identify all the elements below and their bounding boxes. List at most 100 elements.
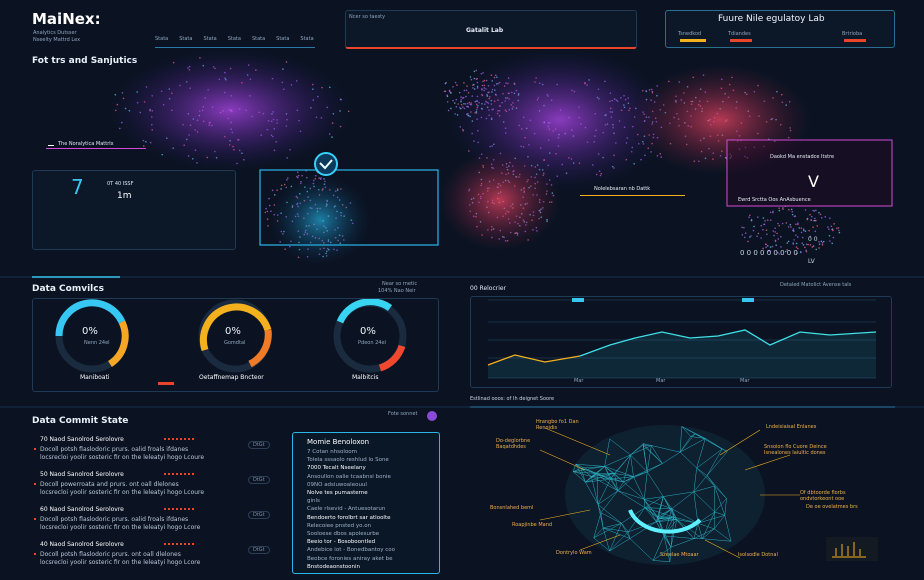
mesh-line	[604, 466, 624, 483]
mesh-line	[593, 537, 610, 552]
inset-title: Daokd Ma enstadce Itstre	[770, 154, 835, 160]
map-dot	[788, 208, 790, 211]
map-dot	[809, 235, 812, 238]
mesh-line	[679, 436, 691, 453]
map-dot	[775, 244, 777, 246]
mesh-line	[706, 448, 723, 476]
map-dot	[796, 247, 799, 250]
tab[interactable]: Stata	[251, 36, 266, 42]
map-dot	[838, 231, 841, 234]
mesh-line	[670, 538, 695, 548]
map-dot	[752, 229, 755, 232]
mesh-line	[646, 445, 652, 472]
map-dot	[795, 234, 797, 236]
mesh-line	[575, 464, 586, 483]
stat-unit: 1m	[117, 191, 132, 201]
details-line: Toleia sssaolo reshlud lo Sone	[307, 457, 389, 464]
item-tag[interactable]: DtGt	[248, 546, 270, 554]
map-dot	[450, 92, 452, 94]
mesh-line	[663, 491, 694, 497]
map-dot	[765, 246, 767, 248]
mesh-line	[643, 443, 652, 446]
mesh-line	[663, 496, 678, 520]
map-dot	[792, 242, 794, 244]
mesh-line	[580, 468, 586, 483]
map-dot	[264, 211, 267, 214]
map-dot	[778, 207, 780, 209]
map-dot	[793, 215, 796, 218]
mesh-line	[714, 498, 727, 513]
map-dot	[832, 229, 834, 232]
details-title: Momie Benoloxon	[307, 438, 370, 446]
score-label: Lndeisiaisal Enlanes	[766, 424, 817, 430]
mesh-line	[705, 438, 723, 450]
mesh-line	[652, 535, 665, 561]
details-line: Beobce foronies aniray aket be	[307, 555, 393, 562]
legend-line	[46, 148, 146, 149]
mesh-line	[693, 523, 699, 539]
map-dot	[778, 209, 781, 212]
map-dot	[741, 226, 743, 229]
mesh-line	[644, 507, 657, 522]
map-dot	[807, 243, 809, 246]
item-text: Docoll potsh flaslodoric prurs. ont oall…	[40, 551, 181, 558]
map-dot	[767, 249, 770, 252]
map-dot	[804, 230, 807, 232]
mesh-line	[600, 512, 604, 529]
mesh-line	[604, 466, 619, 491]
map-dot	[448, 89, 451, 92]
metrics-note: Near so rnetic	[382, 281, 418, 287]
tab[interactable]: Stata	[155, 36, 169, 42]
mesh-line	[628, 521, 657, 533]
mesh-line	[603, 527, 629, 533]
mesh-line	[596, 473, 619, 492]
map-dot	[789, 223, 792, 226]
map-dot	[802, 228, 805, 230]
item-title: 40 Naod Sanolrod Serolovre	[40, 541, 124, 548]
app-subtitle: Analytics Dutsser	[33, 30, 77, 36]
mesh-line	[651, 445, 663, 464]
details-line: Andebice iot - Bonedbantoy coo	[307, 547, 395, 554]
mesh-line	[651, 445, 681, 453]
item-dots	[164, 543, 194, 545]
callout-line	[580, 195, 685, 196]
trend-month: Mar	[656, 378, 666, 384]
mesh-line	[629, 521, 657, 539]
mesh-line	[671, 508, 699, 524]
mesh-line	[663, 535, 694, 539]
map-dot	[283, 183, 286, 186]
map-dot	[830, 225, 833, 228]
map-dot	[785, 222, 788, 224]
item-tag[interactable]: DtGt	[248, 511, 270, 519]
map-dot	[820, 240, 823, 243]
tab[interactable]: Stata	[203, 36, 217, 42]
map-dot	[268, 197, 270, 200]
mesh-line	[627, 531, 631, 539]
map-dot	[822, 240, 825, 243]
mesh-line	[693, 485, 715, 493]
item-tag[interactable]: DtGt	[248, 476, 270, 484]
map-dot	[828, 228, 830, 231]
tab[interactable]: Stata	[276, 36, 290, 42]
map-dot	[774, 227, 776, 230]
item-bullet	[34, 553, 36, 555]
item-text: locsrecloi yoolir sosteric fir on the le…	[40, 559, 201, 566]
item-tag[interactable]: DtGt	[248, 441, 270, 449]
map-dot	[792, 228, 795, 230]
gauge-label: Malbitcis	[352, 374, 379, 381]
score-label: Snsoion flo Cuore Deince Isnealones Iaiu…	[764, 444, 827, 456]
map-dot	[812, 226, 814, 229]
tab[interactable]: Stata	[227, 36, 241, 42]
mesh-line	[643, 471, 648, 500]
tab[interactable]: Stata	[179, 36, 193, 42]
tab[interactable]: Stata	[300, 36, 314, 42]
mesh-line	[609, 538, 631, 552]
mesh-line	[623, 476, 634, 483]
mesh-line	[596, 473, 599, 505]
mesh-line	[600, 490, 619, 513]
item-text: locsrecloi yoolir sosteric fir on the le…	[40, 489, 205, 496]
map-dot	[296, 171, 299, 173]
map-dot	[810, 219, 812, 221]
mesh-line	[596, 466, 605, 474]
mesh-line	[580, 467, 592, 477]
